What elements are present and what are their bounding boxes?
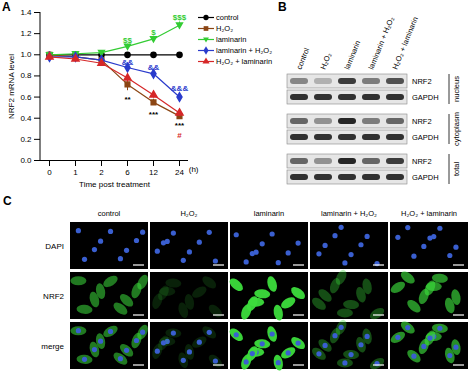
html-text:control: control <box>216 13 239 22</box>
svg-text:B: B <box>278 0 287 14</box>
svg-text:NRF2: NRF2 <box>412 117 432 126</box>
svg-text:***: *** <box>175 121 185 130</box>
svg-text:H₂O₂: H₂O₂ <box>180 209 197 218</box>
svg-text:GAPDH: GAPDH <box>412 133 439 142</box>
svg-text:Time post treatment: Time post treatment <box>79 180 151 189</box>
svg-text:laminarin: laminarin <box>254 209 284 218</box>
svg-text:(h): (h) <box>189 165 199 174</box>
svg-text:&&: && <box>122 58 134 67</box>
svg-text:1.0: 1.0 <box>20 50 32 59</box>
svg-text:C: C <box>3 194 12 208</box>
svg-text:0.6: 0.6 <box>20 93 32 102</box>
svg-text:1.2: 1.2 <box>20 29 32 38</box>
svg-text:H₂O₂: H₂O₂ <box>319 51 334 70</box>
html-text:A: A <box>2 0 11 14</box>
html-text:H₂O₂: H₂O₂ <box>216 24 234 33</box>
svg-text:GAPDH: GAPDH <box>412 93 439 102</box>
svg-text:1.4: 1.4 <box>20 8 32 17</box>
svg-text:control: control <box>98 209 121 218</box>
svg-text:H₂O₂ + laminarin: H₂O₂ + laminarin <box>391 15 420 70</box>
svg-text:H₂O₂ + laminarin: H₂O₂ + laminarin <box>401 209 457 218</box>
svg-text:NRF2 mRNA level: NRF2 mRNA level <box>7 54 16 119</box>
svg-text:6: 6 <box>125 168 130 177</box>
svg-text:$$: $$ <box>123 36 132 45</box>
html-text:H₂O₂ + laminarin: H₂O₂ + laminarin <box>216 57 273 66</box>
svg-text:NRF2: NRF2 <box>412 77 432 86</box>
svg-text:&&&: &&& <box>171 84 189 93</box>
svg-text:nucleus: nucleus <box>452 76 461 102</box>
svg-text:DAPI: DAPI <box>45 242 64 251</box>
svg-text:#: # <box>177 131 182 140</box>
html-text:laminarin: laminarin <box>216 35 247 44</box>
svg-text:$$$: $$$ <box>173 13 187 22</box>
svg-text:0.0: 0.0 <box>20 156 32 165</box>
svg-text:12: 12 <box>149 168 158 177</box>
svg-text:24: 24 <box>175 168 184 177</box>
svg-text:0: 0 <box>47 168 52 177</box>
svg-text:***: *** <box>149 110 159 119</box>
svg-text:laminarin + H₂O₂: laminarin + H₂O₂ <box>321 209 377 218</box>
svg-text:&&: && <box>148 63 160 72</box>
svg-text:laminarin + H₂O₂: laminarin + H₂O₂ <box>367 15 396 70</box>
svg-text:GAPDH: GAPDH <box>412 173 439 182</box>
svg-text:0.2: 0.2 <box>20 135 32 144</box>
svg-text:merge: merge <box>41 342 64 351</box>
svg-text:**: ** <box>124 95 131 104</box>
svg-text:1: 1 <box>73 168 78 177</box>
svg-text:control: control <box>295 46 312 71</box>
svg-text:0.8: 0.8 <box>20 71 32 80</box>
svg-text:0.4: 0.4 <box>20 114 32 123</box>
svg-text:laminarin: laminarin <box>343 39 363 71</box>
html-text:laminarin + H₂O₂: laminarin + H₂O₂ <box>216 46 273 55</box>
svg-text:NRF2: NRF2 <box>43 292 64 301</box>
svg-text:$: $ <box>151 28 156 37</box>
svg-text:2: 2 <box>99 168 104 177</box>
svg-text:total: total <box>452 162 461 177</box>
svg-text:cytoplasm: cytoplasm <box>452 112 461 146</box>
svg-text:NRF2: NRF2 <box>412 157 432 166</box>
